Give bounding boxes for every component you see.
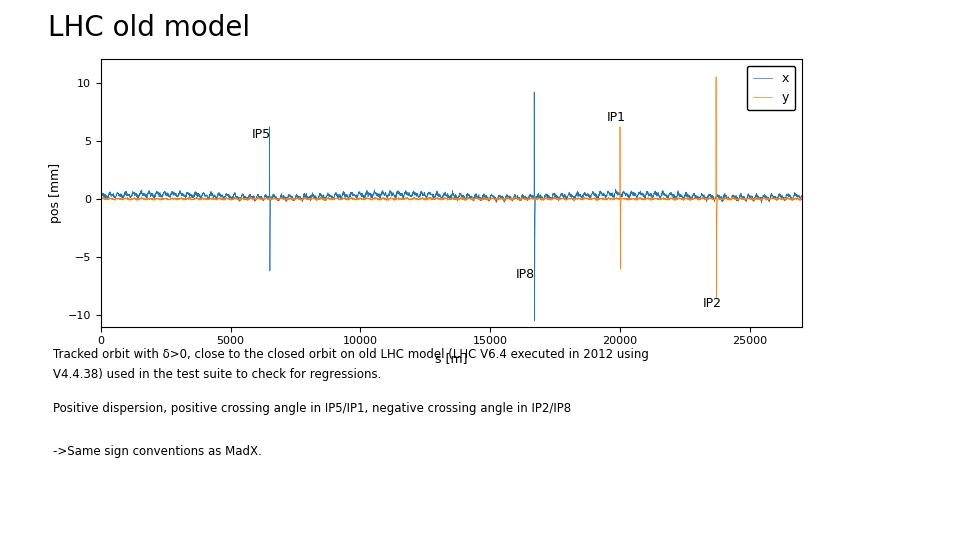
Text: Tracked orbit with δ>0, close to the closed orbit on old LHC model (LHC V6.4 exe: Tracked orbit with δ>0, close to the clo… (53, 348, 649, 361)
x (796, 192, 807, 199)
Line: y: y (101, 77, 802, 298)
Text: V4.4.38) used in the test suite to check for regressions.: V4.4.38) used in the test suite to check… (53, 368, 381, 381)
x (503, 193, 515, 200)
y (95, 196, 107, 202)
x (95, 191, 107, 198)
x (329, 193, 341, 200)
y (604, 195, 615, 201)
y (738, 195, 750, 202)
Text: LHC old model: LHC old model (48, 14, 251, 42)
y (796, 195, 807, 202)
Legend: x, y: x, y (747, 66, 795, 110)
Text: IP5: IP5 (252, 129, 271, 141)
y (503, 195, 515, 201)
Text: IP8: IP8 (516, 268, 536, 281)
y (553, 195, 564, 202)
Line: x: x (101, 92, 802, 321)
Text: ->Same sign conventions as MadX.: ->Same sign conventions as MadX. (53, 446, 261, 458)
x (528, 89, 540, 95)
x (738, 196, 750, 202)
x (529, 318, 540, 324)
Y-axis label: pos [mm]: pos [mm] (49, 163, 62, 223)
Text: IP1: IP1 (607, 111, 626, 124)
X-axis label: s [m]: s [m] (435, 352, 468, 365)
x (553, 197, 564, 203)
y (710, 294, 722, 301)
x (291, 192, 302, 198)
y (329, 197, 341, 203)
y (291, 195, 302, 201)
y (710, 73, 722, 80)
Text: IP2: IP2 (703, 297, 722, 310)
Text: Positive dispersion, positive crossing angle in IP5/IP1, negative crossing angle: Positive dispersion, positive crossing a… (53, 402, 571, 415)
x (604, 191, 615, 198)
